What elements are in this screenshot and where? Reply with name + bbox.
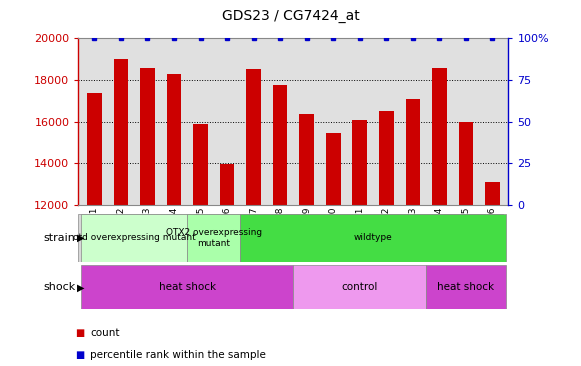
Text: ■: ■ (76, 328, 85, 338)
Bar (426, 265, 505, 309)
Bar (81, 265, 293, 309)
Text: GDS23 / CG7424_at: GDS23 / CG7424_at (221, 10, 360, 23)
Text: ▶: ▶ (77, 233, 85, 243)
Text: ▶: ▶ (77, 282, 85, 292)
Text: heat shock: heat shock (159, 282, 216, 292)
Text: OTX2 overexpressing
mutant: OTX2 overexpressing mutant (166, 228, 262, 248)
Bar (167, 74, 181, 205)
Bar (353, 120, 367, 205)
Bar (299, 115, 314, 205)
Bar (241, 214, 505, 262)
Bar (87, 93, 102, 205)
Bar (140, 68, 155, 205)
Bar (406, 99, 420, 205)
Bar (246, 68, 261, 205)
Text: shock: shock (43, 282, 76, 292)
Text: otd overexpressing mutant: otd overexpressing mutant (73, 234, 196, 242)
Text: wildtype: wildtype (354, 234, 392, 242)
Bar (458, 122, 473, 205)
Bar (432, 68, 447, 205)
Bar (273, 85, 288, 205)
Bar (193, 124, 208, 205)
Text: strain: strain (44, 233, 76, 243)
Bar (81, 214, 187, 262)
Text: percentile rank within the sample: percentile rank within the sample (90, 350, 266, 360)
Bar (114, 59, 128, 205)
Text: ■: ■ (76, 350, 85, 360)
Bar (293, 265, 426, 309)
Text: control: control (342, 282, 378, 292)
Bar (220, 164, 234, 205)
Text: count: count (90, 328, 120, 338)
Bar (379, 111, 393, 205)
Bar (485, 182, 500, 205)
Text: heat shock: heat shock (437, 282, 494, 292)
Bar (326, 133, 340, 205)
Bar (187, 214, 241, 262)
